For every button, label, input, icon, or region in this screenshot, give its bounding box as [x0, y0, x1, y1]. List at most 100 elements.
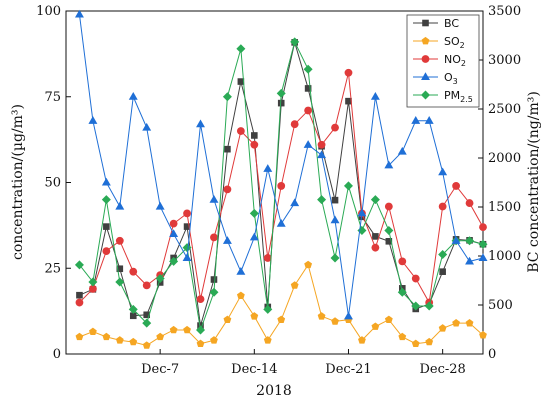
data-point: [236, 127, 245, 135]
data-point: [276, 88, 286, 98]
data-point: [330, 253, 340, 263]
data-point: [384, 160, 394, 169]
series-layer: [74, 9, 488, 349]
data-point: [196, 295, 205, 304]
data-point: [103, 223, 110, 230]
data-point: [344, 311, 353, 320]
data-point: [438, 250, 448, 260]
data-point: [88, 277, 98, 287]
data-point: [371, 243, 380, 252]
data-point: [222, 236, 232, 244]
data-point: [439, 268, 446, 275]
data-point: [196, 325, 206, 335]
data-point: [223, 185, 232, 194]
data-point: [169, 229, 179, 238]
data-point: [438, 167, 448, 176]
data-point: [277, 99, 285, 107]
data-point: [169, 325, 178, 334]
data-point: [237, 78, 245, 85]
data-point: [478, 253, 488, 262]
data-point: [102, 332, 111, 341]
data-point: [331, 196, 339, 204]
right-tick-label: 3500: [488, 4, 521, 19]
data-point: [290, 281, 299, 289]
data-point: [370, 195, 380, 205]
data-point: [250, 140, 259, 149]
data-point: [465, 236, 475, 246]
data-point: [263, 164, 273, 172]
data-point: [263, 336, 272, 344]
left-axis-title: concentration/(µg/m³): [10, 104, 26, 260]
data-point: [290, 198, 300, 207]
data-point: [76, 291, 83, 299]
data-point: [479, 331, 487, 339]
data-point: [304, 106, 313, 115]
right-tick-label: 500: [488, 298, 513, 313]
right-tick-label: 2500: [488, 102, 521, 117]
data-point: [196, 119, 205, 128]
data-point: [277, 315, 286, 324]
data-point: [479, 223, 487, 231]
data-point: [263, 254, 272, 262]
data-point: [196, 339, 205, 348]
data-point: [115, 201, 125, 210]
data-point: [398, 332, 407, 341]
left-axis: 0 25 50 75 100: [36, 4, 71, 362]
data-point: [370, 92, 380, 100]
data-point: [452, 319, 460, 327]
data-point: [183, 223, 191, 230]
data-point: [331, 317, 339, 325]
data-point: [304, 85, 312, 92]
legend-marker: [421, 36, 430, 45]
data-point: [290, 120, 299, 129]
data-point: [250, 312, 259, 320]
data-point: [115, 336, 124, 344]
data-point: [465, 199, 474, 207]
x-axis-title: 2018: [256, 383, 292, 399]
legend-label-so2: SO2: [444, 35, 465, 50]
data-point: [115, 277, 125, 287]
legend-box: [406, 14, 480, 108]
legend: BC SO2 NO2 O3 PM2.5: [406, 14, 480, 108]
data-point: [142, 341, 151, 349]
left-tick-label: 50: [44, 176, 61, 191]
data-point: [317, 150, 327, 159]
right-tick-label: 0: [488, 347, 496, 362]
legend-marker: [421, 90, 430, 100]
data-point: [384, 202, 393, 211]
legend-marker: [421, 72, 430, 81]
data-point: [358, 336, 366, 344]
data-point: [424, 116, 434, 124]
data-point: [343, 181, 353, 191]
legend-label-no2: NO2: [444, 53, 466, 68]
x-axis: Dec-7 Dec-14 Dec-21 Dec-28: [141, 349, 466, 377]
data-point: [209, 194, 219, 203]
data-point: [102, 247, 111, 256]
x-tick-label: Dec-14: [231, 362, 277, 377]
data-point: [155, 201, 165, 210]
data-point: [277, 182, 286, 190]
data-point: [465, 256, 475, 265]
data-point: [101, 177, 111, 186]
series-triangle: [74, 9, 488, 320]
data-point: [263, 304, 273, 314]
legend-marker: [422, 19, 429, 27]
data-point: [290, 37, 300, 47]
data-point: [371, 322, 380, 330]
data-point: [276, 218, 286, 227]
data-point: [183, 209, 191, 218]
data-point: [129, 337, 138, 346]
data-point: [384, 226, 394, 236]
data-point: [182, 243, 192, 253]
data-point: [236, 266, 246, 275]
left-tick-label: 25: [44, 261, 61, 276]
data-point: [101, 195, 111, 205]
data-point: [344, 68, 353, 77]
x-tick-label: Dec-28: [419, 362, 465, 377]
data-point: [451, 236, 461, 244]
right-tick-label: 1000: [488, 249, 521, 264]
data-point: [210, 276, 218, 283]
data-point: [209, 287, 219, 297]
data-point: [411, 301, 421, 311]
